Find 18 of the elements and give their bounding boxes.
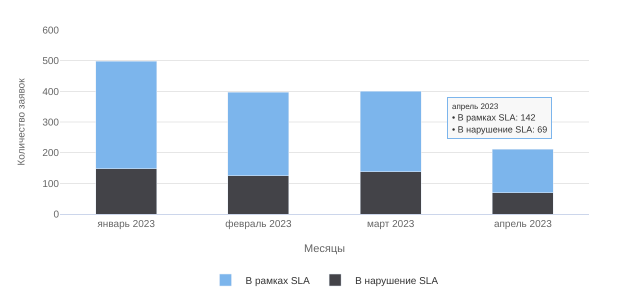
y-tick-label: 600 <box>42 26 60 36</box>
x-tick-label: февраль 2023 <box>225 219 292 230</box>
legend-label: В нарушение SLA <box>355 276 438 287</box>
annotation: • В рамках SLA: 142 <box>452 112 536 123</box>
y-tick-label: 500 <box>42 56 60 68</box>
legend-label: В рамках SLA <box>246 276 310 287</box>
y-tick-label: 200 <box>42 148 60 160</box>
y-tick-label: 300 <box>42 118 60 128</box>
x-axis-title: Месяцы <box>304 243 346 256</box>
annotation: • В нарушение SLA: 69 <box>452 124 548 134</box>
x-tick-label: март 2023 <box>366 219 415 230</box>
y-tick-label: 100 <box>42 178 60 190</box>
x-tick-label: январь 2023 <box>97 219 156 230</box>
x-tick-label: апрель 2023 <box>494 219 552 230</box>
annotation: апрель 2023 <box>452 102 499 111</box>
y-tick-label: 0 <box>53 210 60 220</box>
y-tick-label: 400 <box>42 86 60 98</box>
y-axis-title: Количество заявок <box>16 78 28 166</box>
